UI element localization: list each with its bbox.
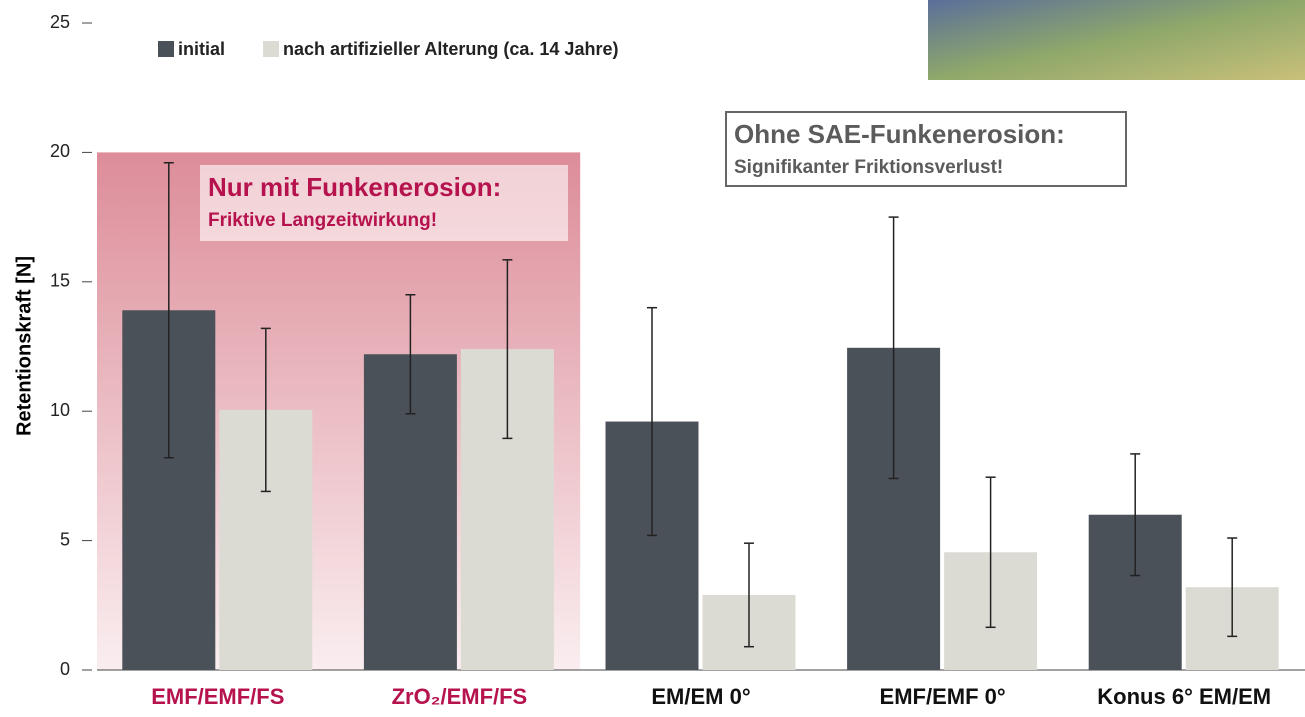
x-tick-label: EM/EM 0° [651,684,750,709]
y-tick-label: 20 [50,141,70,161]
photo [928,0,1305,80]
legend-swatch [263,41,279,57]
legend-swatch [158,41,174,57]
x-tick-label: Konus 6° EM/EM [1097,684,1271,709]
y-tick-label: 0 [60,659,70,679]
y-tick-label: 5 [60,529,70,549]
legend-label: nach artifizieller Alterung (ca. 14 Jahr… [283,39,618,59]
legend-label: initial [178,39,225,59]
annotation-text: Friktive Langzeitwirkung! [208,210,437,231]
y-tick-label: 10 [50,400,70,420]
x-tick-label: EMF/EMF/FS [151,684,284,709]
x-tick-label: EMF/EMF 0° [880,684,1006,709]
x-tick-label: ZrO₂/EMF/FS [392,684,528,709]
chart: Retentionskraft [N] 0 5 10 15 20 25 EMF/EMF/FS… [0,0,1305,717]
y-axis-label: Retentionskraft [N] [13,256,35,436]
y-tick-label: 25 [50,12,70,32]
annotation-title: Ohne SAE-Funkenerosion: [734,119,1065,149]
annotation-title: Nur mit Funkenerosion: [208,172,501,202]
y-tick-label: 15 [50,271,70,291]
annotation-text: Signifikanter Friktionsverlust! [734,157,1003,178]
